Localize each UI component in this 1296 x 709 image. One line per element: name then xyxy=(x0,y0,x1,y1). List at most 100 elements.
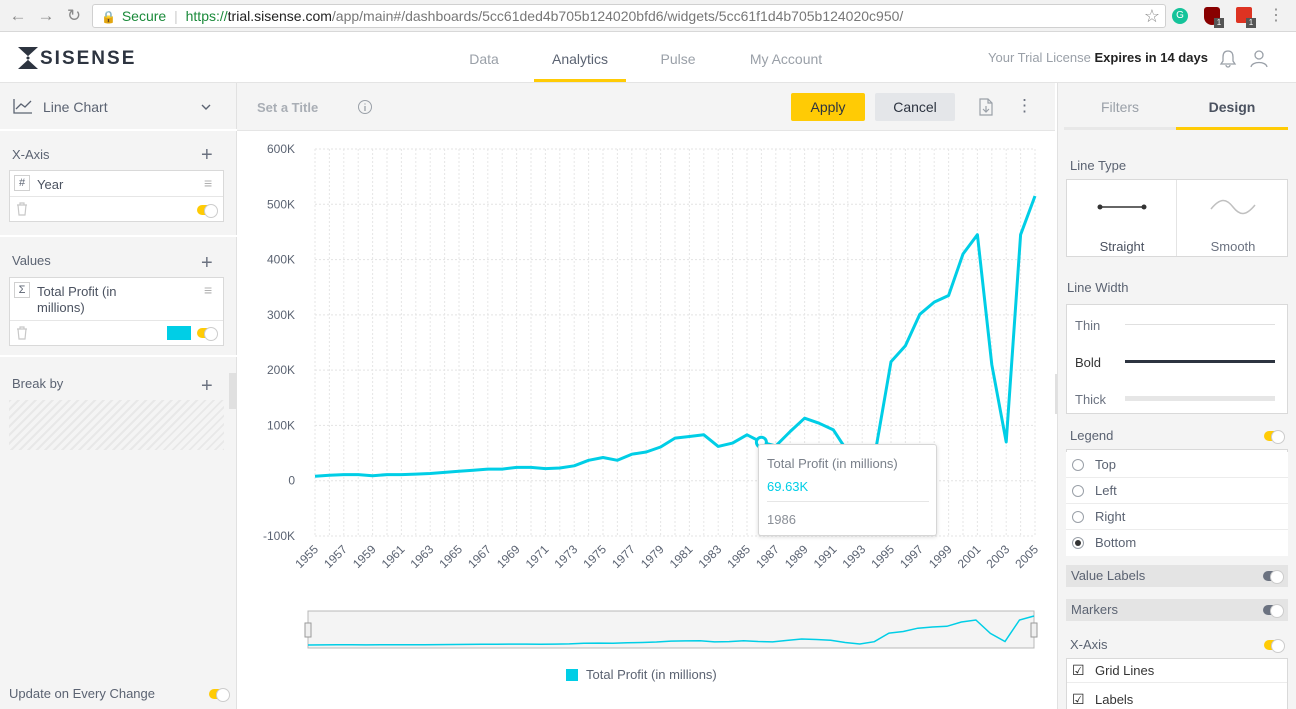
extension-badge-1: 1 xyxy=(1214,18,1224,28)
x-tick-label: 1959 xyxy=(350,542,379,571)
nav-tab-analytics[interactable]: Analytics xyxy=(534,33,626,82)
x-tick-label: 1957 xyxy=(321,542,350,571)
tooltip-value: 69.63K xyxy=(767,479,809,494)
labels-option[interactable]: ☑ Labels xyxy=(1067,684,1287,708)
legend-right-label: Right xyxy=(1095,509,1126,524)
y-tick-label: 600K xyxy=(267,142,295,156)
checkbox-checked-icon[interactable]: ☑ xyxy=(1072,691,1085,707)
nav-tab-pulse[interactable]: Pulse xyxy=(660,51,696,67)
number-type-icon: # xyxy=(14,175,30,191)
export-icon[interactable] xyxy=(979,98,993,116)
x-tick-label: 2005 xyxy=(1012,542,1041,571)
navigator-left-handle[interactable] xyxy=(304,622,312,638)
grid-lines-option[interactable]: ☑ Grid Lines xyxy=(1067,659,1287,683)
values-field-toggle[interactable] xyxy=(197,327,218,341)
line-width-bold[interactable]: Bold xyxy=(1067,342,1287,378)
browser-menu-icon[interactable]: ⋮ xyxy=(1268,7,1284,24)
cancel-button[interactable]: Cancel xyxy=(875,93,955,121)
back-icon[interactable]: ← xyxy=(9,6,27,25)
radio-icon xyxy=(1072,459,1084,471)
drag-handle-icon[interactable]: ≡ xyxy=(204,175,213,191)
line-width-thin[interactable]: Thin xyxy=(1067,305,1287,341)
bell-icon[interactable] xyxy=(1219,49,1237,68)
nav-tab-data[interactable]: Data xyxy=(469,51,499,67)
info-icon[interactable] xyxy=(357,99,373,115)
app-header: SISENSE Data Analytics Pulse My Account … xyxy=(0,33,1296,83)
values-field-card[interactable]: Σ Total Profit (in millions) ≡ xyxy=(9,277,224,346)
series-line-total-profit[interactable] xyxy=(314,195,1037,478)
apply-button[interactable]: Apply xyxy=(791,93,865,121)
x-tick-label: 1969 xyxy=(494,542,523,571)
checkbox-checked-icon[interactable]: ☑ xyxy=(1072,662,1085,678)
grammarly-icon[interactable]: G xyxy=(1172,8,1188,24)
chart-type-selector[interactable]: Line Chart xyxy=(0,83,237,131)
breakby-title: Break by xyxy=(12,376,64,391)
line-width-title: Line Width xyxy=(1067,280,1129,295)
add-value-icon[interactable]: + xyxy=(201,252,213,274)
navigator-right-handle[interactable] xyxy=(1030,622,1038,638)
line-type-straight[interactable]: Straight xyxy=(1067,180,1177,256)
markers-toggle[interactable] xyxy=(1263,604,1284,618)
lock-icon: 🔒 xyxy=(101,10,116,24)
values-section: Values + Σ Total Profit (in millions) ≡ xyxy=(0,239,237,357)
widget-menu-icon[interactable]: ⋮ xyxy=(1016,96,1033,115)
line-width-options: Thin Bold Thick xyxy=(1066,304,1288,414)
legend-toggle[interactable] xyxy=(1264,430,1285,444)
smooth-label: Smooth xyxy=(1210,239,1256,254)
line-type-smooth[interactable]: Smooth xyxy=(1178,180,1288,256)
y-tick-label: 100K xyxy=(267,418,295,432)
tab-filters[interactable]: Filters xyxy=(1064,83,1176,130)
x-tick-label: 1973 xyxy=(552,542,581,571)
trash-icon[interactable] xyxy=(16,326,28,340)
forward-icon[interactable]: → xyxy=(37,6,55,25)
series-color-swatch[interactable] xyxy=(167,326,191,340)
logo-text: SISENSE xyxy=(40,48,137,69)
reload-icon[interactable]: ↻ xyxy=(66,6,82,25)
radio-selected-icon xyxy=(1072,537,1084,549)
update-label: Update on Every Change xyxy=(9,686,155,701)
x-tick-label: 1979 xyxy=(638,542,667,571)
bookmark-star-icon[interactable]: ☆ xyxy=(1143,6,1161,26)
y-tick-label: 200K xyxy=(267,363,295,377)
url-path: /app/main#/dashboards/5cc61ded4b705b1240… xyxy=(331,8,904,24)
legend-option-top[interactable]: Top xyxy=(1066,452,1288,478)
tooltip-series: Total Profit (in millions) xyxy=(767,456,898,471)
x-tick-label: 1961 xyxy=(379,542,408,571)
address-bar[interactable]: 🔒 Secure | https://trial.sisense.com/app… xyxy=(92,4,1166,28)
tab-design[interactable]: Design xyxy=(1176,83,1288,130)
y-tick-label: -100K xyxy=(263,529,295,543)
chevron-down-icon xyxy=(201,104,211,110)
license-text: Your Trial License xyxy=(988,50,1091,65)
update-toggle[interactable] xyxy=(209,688,230,702)
value-labels-toggle[interactable] xyxy=(1263,570,1284,584)
user-icon[interactable] xyxy=(1250,49,1268,68)
x-tick-label: 1983 xyxy=(696,542,725,571)
x-tick-label: 1989 xyxy=(782,542,811,571)
smooth-line-icon xyxy=(1210,199,1256,215)
xaxis-field-toggle[interactable] xyxy=(197,204,218,218)
legend-option-bottom[interactable]: Bottom xyxy=(1066,530,1288,556)
line-width-thick[interactable]: Thick xyxy=(1067,379,1287,415)
collapse-handle[interactable] xyxy=(229,373,237,409)
drag-handle-icon[interactable]: ≡ xyxy=(204,282,213,298)
legend-top-label: Top xyxy=(1095,457,1116,472)
legend-option-left[interactable]: Left xyxy=(1066,478,1288,504)
x-tick-label: 1987 xyxy=(753,542,782,571)
breakby-dropzone[interactable] xyxy=(9,400,224,450)
trash-icon[interactable] xyxy=(16,202,28,216)
xaxis-design-toggle[interactable] xyxy=(1264,639,1285,653)
nav-tab-my-account[interactable]: My Account xyxy=(749,51,823,67)
y-tick-label: 500K xyxy=(267,197,295,211)
x-tick-label: 1967 xyxy=(465,542,494,571)
range-navigator[interactable] xyxy=(307,610,1035,649)
add-breakby-icon[interactable]: + xyxy=(201,375,213,397)
legend-option-right[interactable]: Right xyxy=(1066,504,1288,530)
trial-license: Your Trial License Expires in 14 days xyxy=(988,50,1208,65)
xaxis-field-card[interactable]: # Year ≡ xyxy=(9,170,224,222)
title-input[interactable]: Set a Title xyxy=(257,100,319,115)
add-xaxis-icon[interactable]: + xyxy=(201,144,213,166)
data-panel: Line Chart X-Axis + # Year ≡ Values + Σ … xyxy=(0,83,237,709)
x-tick-label: 1977 xyxy=(609,542,638,571)
legend-left-label: Left xyxy=(1095,483,1117,498)
url-scheme: https:// xyxy=(185,8,228,24)
